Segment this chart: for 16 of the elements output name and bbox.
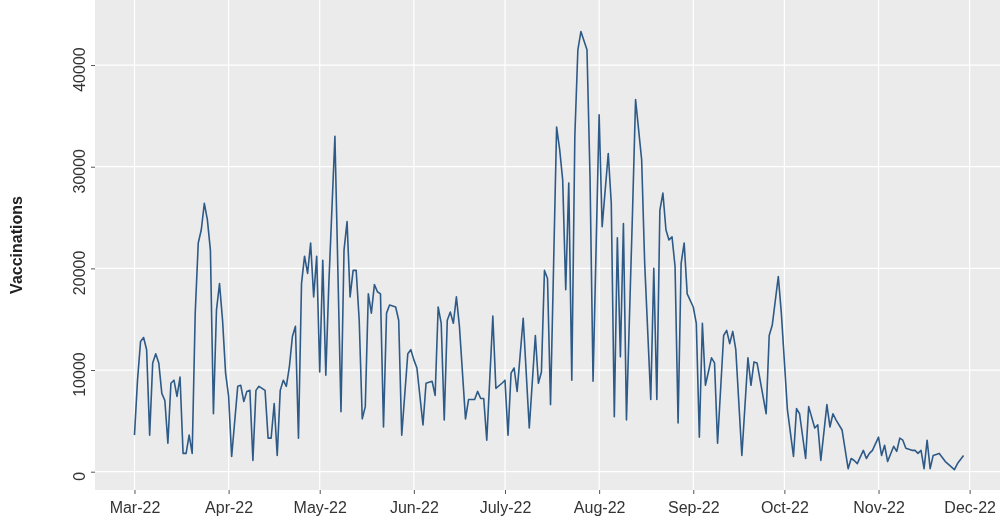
x-tick-label: Oct-22: [760, 499, 809, 517]
x-tick-label: Dec-22: [944, 499, 997, 517]
x-tick-label: Aug-22: [573, 499, 626, 517]
y-axis-title: Vaccinations: [8, 195, 25, 294]
x-tick-label: Jun-22: [389, 499, 439, 517]
x-tick-label: Sep-22: [667, 499, 720, 517]
x-tick-label: July-22: [479, 499, 532, 517]
y-tick-label: 20000: [71, 250, 88, 296]
y-tick-label: 0: [71, 471, 88, 481]
y-tick-label: 10000: [71, 352, 88, 397]
x-tick-label: Nov-22: [853, 499, 905, 517]
y-tick-label: 30000: [71, 148, 88, 194]
x-tick-label: May-22: [293, 499, 347, 517]
x-tick-label: Apr-22: [205, 499, 254, 517]
x-tick-label: Mar-22: [109, 499, 161, 517]
y-tick-label: 40000: [71, 47, 88, 92]
